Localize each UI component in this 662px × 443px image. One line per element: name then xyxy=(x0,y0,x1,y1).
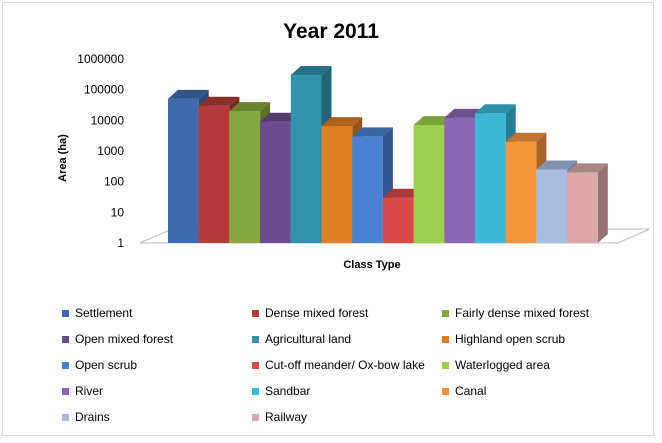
x-axis-label: Class Type xyxy=(343,259,400,271)
bar-front xyxy=(290,75,322,244)
legend-swatch xyxy=(442,309,449,317)
legend-label: Sandbar xyxy=(265,384,311,398)
legend-label: Open scrub xyxy=(75,358,138,372)
bar-top xyxy=(260,112,301,122)
bar xyxy=(505,132,547,243)
bar-top xyxy=(352,127,393,137)
bar-top xyxy=(198,96,240,106)
legend-swatch xyxy=(252,309,259,317)
y-tick-label: 10000 xyxy=(91,113,125,127)
y-axis-label: Area (ha) xyxy=(57,134,69,182)
legend-label: River xyxy=(75,384,104,398)
bar-front xyxy=(413,125,445,243)
legend-swatch xyxy=(442,387,449,395)
legend-label: Waterlogged area xyxy=(455,358,550,372)
legend-swatch xyxy=(62,387,69,395)
legend-label: Highland open scrub xyxy=(455,332,566,346)
bar-top xyxy=(567,163,608,173)
y-axis-ticks: 1 10 100 1000 10000 100000 1000000 xyxy=(77,52,124,250)
bar-top xyxy=(290,66,332,76)
bar-front xyxy=(475,113,506,243)
bar-front xyxy=(536,169,568,243)
bar-front xyxy=(382,197,414,243)
legend-item: River xyxy=(62,384,103,398)
y-tick-label: 1000 xyxy=(97,144,124,158)
bar xyxy=(290,66,332,244)
legend-item: Settlement xyxy=(62,306,132,320)
legend-label: Cut-off meander/ Ox-bow lake xyxy=(265,358,425,372)
bar-front xyxy=(444,117,475,243)
legend-item: Cut-off meander/ Ox-bow lake xyxy=(252,358,425,372)
bar-front xyxy=(352,136,383,243)
legend-item: Open scrub xyxy=(62,358,137,372)
legend-item: Open mixed forest xyxy=(62,332,173,346)
legend-swatch xyxy=(62,309,69,317)
bar-front xyxy=(168,98,199,243)
legend-item: Canal xyxy=(442,384,486,398)
bar-top xyxy=(505,132,547,142)
bar-front xyxy=(260,121,291,243)
y-tick-label: 100000 xyxy=(84,83,124,97)
y-tick-label: 1000000 xyxy=(77,52,124,66)
bar-top xyxy=(382,188,424,198)
bar-front xyxy=(198,105,230,243)
bar-front xyxy=(567,172,598,243)
chart-plot: 1 10 100 1000 10000 100000 1000000 Area (ha) C… xyxy=(57,52,651,271)
y-tick-label: 10 xyxy=(111,205,125,219)
bars xyxy=(168,66,608,244)
legend-swatch xyxy=(252,413,259,421)
legend-swatch xyxy=(62,335,69,343)
legend-label: Agricultural land xyxy=(265,332,352,346)
legend-item: Dense mixed forest xyxy=(252,306,368,320)
legend-item: Waterlogged area xyxy=(442,358,550,372)
bar-front xyxy=(321,126,353,243)
legend-swatch xyxy=(62,361,69,369)
legend-item: Highland open scrub xyxy=(442,332,565,346)
legend-swatch xyxy=(252,361,259,369)
bar-top xyxy=(444,108,485,118)
legend-label: Canal xyxy=(455,384,487,398)
bar-front xyxy=(505,141,537,243)
bar-top xyxy=(321,117,363,127)
bar xyxy=(567,163,608,243)
legend-item: Fairly dense mixed forest xyxy=(442,306,589,320)
legend-label: Open mixed forest xyxy=(75,332,174,346)
legend-swatch xyxy=(62,413,69,421)
bar-top xyxy=(536,160,578,170)
bar-side xyxy=(597,163,608,243)
legend-label: Settlement xyxy=(75,306,133,320)
legend-item: Agricultural land xyxy=(252,332,351,346)
legend-swatch xyxy=(252,335,259,343)
legend-label: Drains xyxy=(75,410,110,424)
bar-front xyxy=(229,111,261,243)
bar-top xyxy=(475,104,516,114)
legend-swatch xyxy=(442,335,449,343)
bar-top xyxy=(168,89,209,99)
legend-item: Sandbar xyxy=(252,384,310,398)
bar-top xyxy=(229,102,271,112)
legend-item: Drains xyxy=(62,410,110,424)
legend-swatch xyxy=(252,387,259,395)
legend-label: Railway xyxy=(265,410,308,424)
legend-item: Railway xyxy=(252,410,307,424)
y-tick-label: 100 xyxy=(104,175,124,189)
chart-title: Year 2011 xyxy=(283,20,379,43)
y-tick-label: 1 xyxy=(117,236,124,250)
legend-swatch xyxy=(442,361,449,369)
bar-top xyxy=(413,116,455,126)
legend-label: Fairly dense mixed forest xyxy=(455,306,590,320)
legend-label: Dense mixed forest xyxy=(265,306,369,320)
